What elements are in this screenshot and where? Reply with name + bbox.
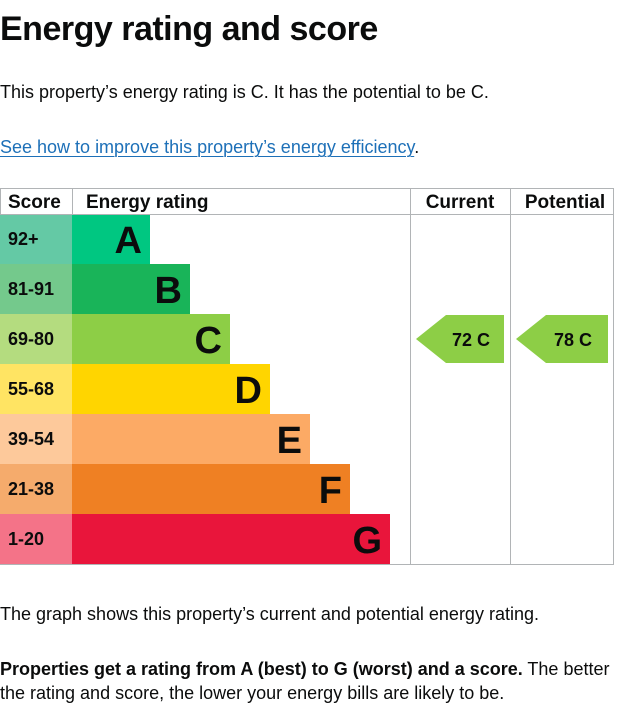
current-rating-label: 72 C bbox=[452, 330, 490, 350]
score-cell-g bbox=[0, 514, 72, 564]
link-suffix: . bbox=[414, 137, 420, 157]
rating-letter-d: D bbox=[235, 370, 262, 412]
improve-efficiency-link[interactable]: See how to improve this property’s energ… bbox=[0, 137, 415, 157]
rating-letter-a: A bbox=[115, 220, 142, 262]
score-range-e: 39-54 bbox=[8, 429, 54, 449]
header-energy-rating: Energy rating bbox=[86, 192, 208, 213]
score-cell-b bbox=[0, 264, 72, 314]
score-range-f: 21-38 bbox=[8, 479, 54, 499]
energy-rating-graph: Score Energy rating Current Potential 92+ A 81… bbox=[0, 188, 614, 565]
rating-letter-c: C bbox=[195, 320, 222, 362]
improve-link-line: See how to improve this property’s energ… bbox=[0, 135, 419, 159]
rating-bar-a bbox=[72, 214, 150, 264]
current-rating-arrow bbox=[416, 315, 504, 363]
score-cell-e bbox=[0, 414, 72, 464]
rating-explanation-bold: Properties get a rating from A (best) to… bbox=[0, 659, 523, 679]
rating-explanation: Properties get a rating from A (best) to… bbox=[0, 657, 625, 705]
score-cell-f bbox=[0, 464, 72, 514]
rating-letter-e: E bbox=[277, 420, 302, 462]
score-range-g: 1-20 bbox=[8, 529, 44, 549]
score-range-c: 69-80 bbox=[8, 329, 54, 349]
header-score: Score bbox=[8, 192, 61, 213]
score-cell-a bbox=[0, 214, 72, 264]
score-range-d: 55-68 bbox=[8, 379, 54, 399]
page-title: Energy rating and score bbox=[0, 10, 378, 48]
rating-letter-b: B bbox=[155, 270, 182, 312]
rating-bar-g bbox=[72, 514, 390, 564]
graph-caption: The graph shows this property’s current … bbox=[0, 604, 539, 624]
score-range-a: 92+ bbox=[8, 229, 39, 249]
score-range-b: 81-91 bbox=[8, 279, 54, 299]
potential-rating-label: 78 C bbox=[554, 330, 592, 350]
rating-bar-e bbox=[72, 414, 310, 464]
rating-bar-d bbox=[72, 364, 270, 414]
rating-bar-c bbox=[72, 314, 230, 364]
header-potential: Potential bbox=[525, 192, 605, 213]
rating-letter-f: F bbox=[319, 470, 342, 512]
rating-letter-g: G bbox=[352, 520, 382, 562]
rating-summary: This property’s energy rating is C. It h… bbox=[0, 82, 489, 102]
header-current: Current bbox=[426, 192, 495, 213]
score-cell-d bbox=[0, 364, 72, 414]
rating-bar-f bbox=[72, 464, 350, 514]
rating-bar-b bbox=[72, 264, 190, 314]
score-cell-c bbox=[0, 314, 72, 364]
rating-explanation-rest: The better the rating and score, the low… bbox=[0, 659, 610, 703]
potential-rating-arrow bbox=[516, 315, 608, 363]
